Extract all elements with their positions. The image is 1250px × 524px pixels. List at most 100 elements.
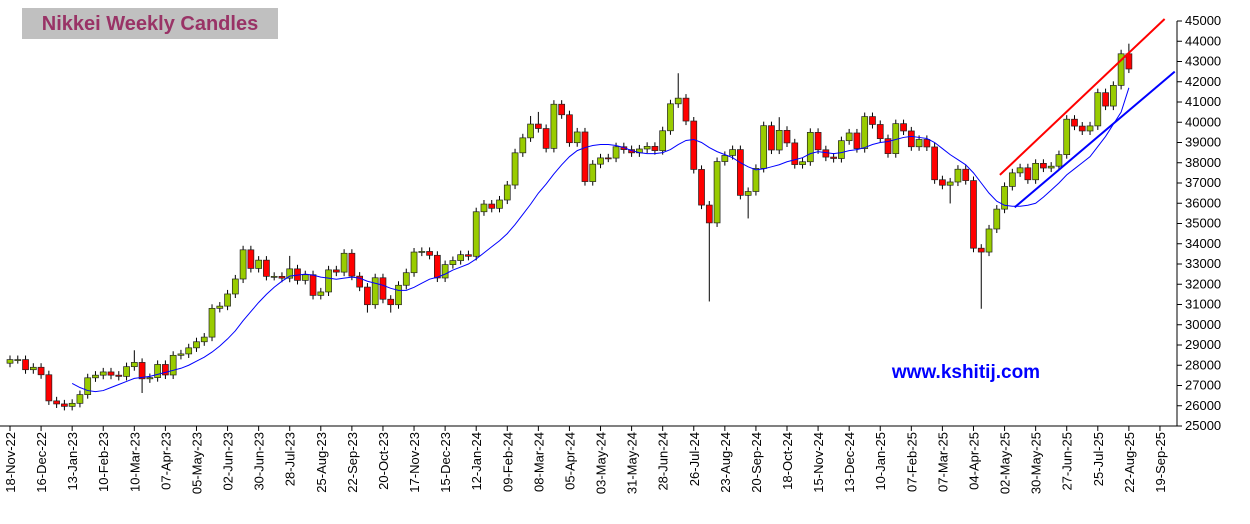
x-tick-label: 27-Jun-25 bbox=[1060, 432, 1075, 491]
y-tick-label: 33000 bbox=[1185, 256, 1221, 271]
candle-body bbox=[301, 274, 309, 281]
x-tick-label: 30-May-25 bbox=[1029, 432, 1044, 494]
candle-body bbox=[340, 252, 348, 273]
candle-body bbox=[193, 341, 200, 349]
candle-body bbox=[550, 103, 558, 149]
candle-body bbox=[830, 156, 837, 159]
x-tick-label: 05-Apr-24 bbox=[562, 432, 577, 490]
y-tick-label: 34000 bbox=[1185, 236, 1221, 251]
x-tick-label: 16-Dec-22 bbox=[34, 432, 49, 493]
x-tick-label: 10-Jan-25 bbox=[873, 432, 888, 491]
chart-title: Nikkei Weekly Candles bbox=[42, 13, 258, 35]
candle-body bbox=[589, 163, 597, 182]
candle-body bbox=[853, 132, 861, 149]
candle-body bbox=[814, 132, 822, 151]
candle-body bbox=[1071, 118, 1078, 127]
candle-body bbox=[822, 149, 830, 158]
x-tick-label: 28-Jul-23 bbox=[283, 432, 298, 486]
candle-body bbox=[939, 179, 946, 186]
x-tick-label: 05-May-23 bbox=[189, 432, 204, 494]
y-tick-label: 28000 bbox=[1185, 357, 1221, 372]
y-tick-label: 44000 bbox=[1185, 33, 1221, 48]
y-tick-label: 38000 bbox=[1185, 155, 1221, 170]
candle-body bbox=[84, 377, 92, 395]
candle-body bbox=[527, 123, 534, 139]
candle-body bbox=[861, 116, 869, 149]
candle-body bbox=[519, 137, 527, 154]
y-tick-label: 29000 bbox=[1185, 337, 1221, 352]
candle-body bbox=[884, 138, 892, 154]
y-tick-label: 41000 bbox=[1185, 94, 1221, 109]
candle-body bbox=[325, 269, 332, 293]
candle-body bbox=[107, 371, 115, 376]
x-tick-label: 10-Mar-23 bbox=[127, 432, 142, 492]
candle-body bbox=[581, 131, 589, 182]
candle-body bbox=[993, 208, 1001, 230]
candle-body bbox=[768, 125, 775, 151]
candle-body bbox=[900, 123, 907, 132]
candle-body bbox=[643, 145, 651, 150]
candle-body bbox=[146, 377, 154, 380]
candle-body bbox=[177, 353, 185, 356]
y-tick-label: 26000 bbox=[1185, 398, 1221, 413]
candle-body bbox=[659, 130, 667, 151]
candle-body bbox=[130, 362, 138, 368]
candle-body bbox=[744, 191, 752, 196]
candle-body bbox=[1078, 125, 1086, 132]
candle-body bbox=[123, 366, 130, 377]
candle-body bbox=[402, 272, 410, 286]
y-tick-label: 37000 bbox=[1185, 175, 1221, 190]
candle-body bbox=[954, 168, 962, 183]
candle-body bbox=[286, 268, 294, 279]
x-tick-label: 22-Aug-25 bbox=[1122, 432, 1137, 493]
x-tick-label: 03-May-24 bbox=[594, 432, 609, 494]
candle-body bbox=[208, 307, 216, 338]
x-tick-label: 15-Nov-24 bbox=[811, 432, 826, 493]
candle-body bbox=[923, 139, 931, 148]
x-tick-label: 22-Sep-23 bbox=[345, 432, 360, 493]
candle-body bbox=[379, 277, 387, 300]
y-tick-label: 45000 bbox=[1185, 13, 1221, 28]
title-box bbox=[22, 8, 278, 39]
candle-body bbox=[465, 254, 472, 257]
x-tick-label: 30-Jun-23 bbox=[252, 432, 267, 491]
candle-body bbox=[200, 336, 208, 343]
candle-body bbox=[838, 140, 845, 159]
candle-body bbox=[503, 184, 511, 201]
x-tick-label: 07-Feb-25 bbox=[904, 432, 919, 492]
candle-body bbox=[441, 264, 449, 279]
candle-body bbox=[752, 168, 760, 192]
y-tick-label: 39000 bbox=[1185, 135, 1221, 150]
candle-body bbox=[426, 251, 433, 256]
candle-body bbox=[535, 123, 542, 129]
candle-body bbox=[37, 366, 45, 376]
candle-body bbox=[410, 251, 418, 274]
candle-body bbox=[255, 259, 262, 269]
candle-body bbox=[263, 259, 270, 277]
candle-body bbox=[690, 120, 698, 170]
candle-body bbox=[713, 161, 721, 224]
candle-body bbox=[542, 128, 550, 149]
y-tick-label: 35000 bbox=[1185, 216, 1221, 231]
x-tick-label: 28-Jun-24 bbox=[656, 432, 671, 491]
x-tick-label: 09-Feb-24 bbox=[500, 432, 515, 492]
candle-body bbox=[356, 275, 363, 288]
candle-body bbox=[1008, 172, 1016, 187]
moving-average bbox=[71, 87, 1130, 393]
x-tick-label: 08-Mar-24 bbox=[531, 432, 546, 492]
candle-body bbox=[946, 181, 954, 186]
candle-body bbox=[806, 132, 814, 163]
y-tick-label: 25000 bbox=[1185, 418, 1221, 433]
candle-body bbox=[154, 364, 161, 378]
y-tick-label: 32000 bbox=[1185, 276, 1221, 291]
candle-body bbox=[791, 142, 799, 165]
candle-body bbox=[332, 269, 340, 273]
candle-body bbox=[348, 252, 356, 277]
candle-body bbox=[566, 114, 573, 144]
y-tick-label: 27000 bbox=[1185, 378, 1221, 393]
candle-body bbox=[962, 168, 970, 181]
x-tick-label: 07-Apr-23 bbox=[158, 432, 173, 490]
candle-body bbox=[395, 284, 402, 306]
candle-body bbox=[876, 124, 884, 140]
